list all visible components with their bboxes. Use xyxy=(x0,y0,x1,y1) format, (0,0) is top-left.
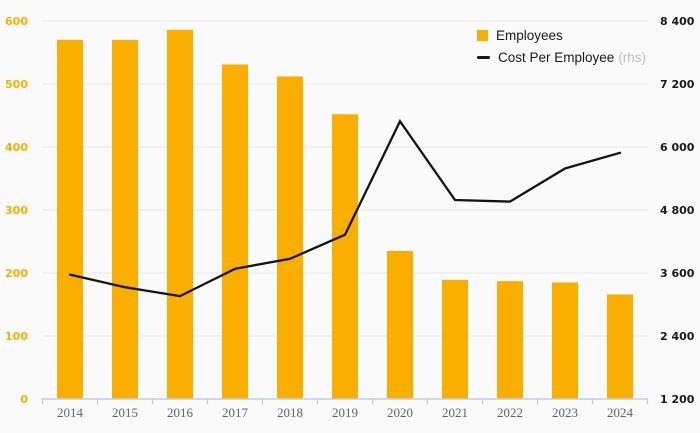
x-axis-label-2014: 2014 xyxy=(57,405,84,420)
legend: Employees Cost Per Employee (rhs) xyxy=(477,25,646,68)
bar-2021 xyxy=(442,279,468,399)
left-axis-tick-label: 300 xyxy=(5,204,28,217)
x-axis-label-2020: 2020 xyxy=(387,405,413,420)
bar-2018 xyxy=(277,76,303,399)
x-axis-label-2023: 2023 xyxy=(552,405,578,420)
bar-2017 xyxy=(222,64,248,399)
x-axis-label-2021: 2021 xyxy=(442,405,468,420)
right-axis-tick-label: 7 200 xyxy=(660,78,695,91)
left-axis-tick-label: 0 xyxy=(20,393,28,406)
right-axis-tick-label: 8 400 xyxy=(660,15,695,28)
left-axis-tick-label: 100 xyxy=(5,330,28,343)
bar-2019 xyxy=(332,114,358,400)
right-axis-tick-label: 4 800 xyxy=(660,204,695,217)
right-axis-tick-label: 1 200 xyxy=(660,393,695,406)
left-axis-tick-label: 600 xyxy=(5,15,28,28)
right-axis-tick-label: 2 400 xyxy=(660,330,695,343)
left-axis-tick-label: 400 xyxy=(5,141,28,154)
x-axis-label-2016: 2016 xyxy=(167,405,194,420)
left-axis-tick-label: 200 xyxy=(5,267,28,280)
right-axis-tick-label: 3 600 xyxy=(660,267,695,280)
right-axis-tick-label: 6 000 xyxy=(660,141,695,154)
bar-2015 xyxy=(112,39,138,400)
x-axis-label-2022: 2022 xyxy=(497,405,523,420)
x-axis-label-2018: 2018 xyxy=(277,405,303,420)
x-axis-label-2024: 2024 xyxy=(607,405,634,420)
x-axis-label-2015: 2015 xyxy=(112,405,138,420)
cost-per-employee-line xyxy=(68,119,622,298)
x-axis-label-2017: 2017 xyxy=(222,405,249,420)
bar-2022 xyxy=(497,281,523,399)
bar-2020 xyxy=(387,250,413,399)
left-axis-tick-label: 500 xyxy=(5,78,28,91)
legend-item-employees[interactable]: Employees xyxy=(477,25,646,46)
x-axis-label-2019: 2019 xyxy=(332,405,358,420)
legend-item-cost-per-employee[interactable]: Cost Per Employee (rhs) xyxy=(477,47,646,68)
legend-label-employees: Employees xyxy=(496,28,563,43)
legend-label-cost-per-employee: Cost Per Employee xyxy=(498,50,615,65)
legend-square-marker-icon xyxy=(477,30,488,41)
legend-line-marker-icon xyxy=(477,56,490,59)
bar-2014 xyxy=(57,39,83,400)
bar-2016 xyxy=(167,29,193,399)
bar-2023 xyxy=(552,282,578,399)
legend-label-rhs-suffix: (rhs) xyxy=(618,50,647,65)
bar-2024 xyxy=(607,294,633,399)
